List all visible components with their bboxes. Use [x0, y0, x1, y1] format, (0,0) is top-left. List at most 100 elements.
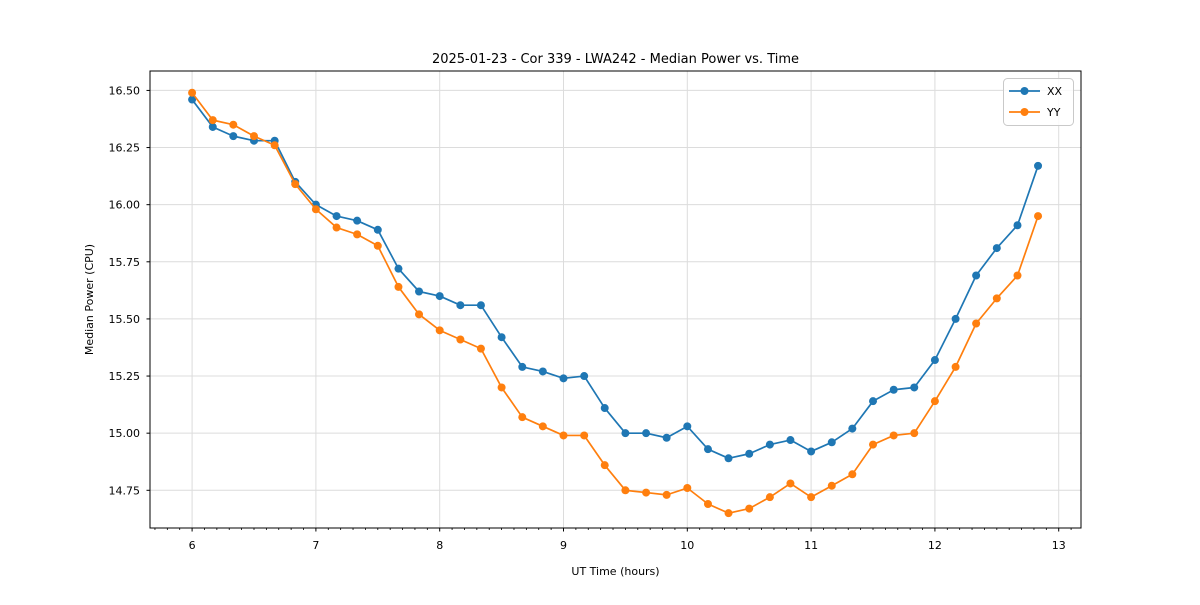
- series-yy-point: [270, 141, 279, 150]
- series-yy-point: [827, 481, 836, 490]
- series-xx-point: [373, 225, 382, 234]
- series-xx-point: [476, 301, 485, 310]
- chart-title: 2025-01-23 - Cor 339 - LWA242 - Median P…: [432, 52, 799, 67]
- series-yy-point: [786, 479, 795, 488]
- series-yy-point: [353, 230, 362, 239]
- y-tick-label: 15.50: [109, 313, 141, 326]
- series-xx-point: [621, 429, 630, 438]
- grid-layer: [150, 71, 1081, 528]
- series-xx-line: [191, 98, 1039, 460]
- series-xx-point: [992, 244, 1001, 253]
- y-tick-label: 16.50: [109, 84, 141, 97]
- series-yy-point: [724, 509, 733, 518]
- series-yy-point: [807, 493, 816, 502]
- series-yy-point: [972, 319, 981, 328]
- series-yy-point: [435, 326, 444, 335]
- series-xx-point: [910, 383, 919, 392]
- series-yy-point: [229, 120, 238, 129]
- series-yy-point: [394, 282, 403, 291]
- series-yy-point: [415, 310, 424, 319]
- series-yy-point: [291, 180, 300, 189]
- series-xx-point: [229, 132, 238, 141]
- series-yy-point: [889, 431, 898, 440]
- series-yy-point: [476, 344, 485, 353]
- series-xx-point: [745, 449, 754, 458]
- series-xx-point: [786, 436, 795, 445]
- series-xx-point: [394, 264, 403, 273]
- series-yy-point: [311, 205, 320, 214]
- legend-sample-yy-marker: [1020, 108, 1029, 116]
- series-yy-point: [703, 500, 712, 509]
- series-yy-point: [188, 88, 197, 97]
- y-tick-label: 15.25: [109, 370, 141, 383]
- series-yy-point: [456, 335, 465, 344]
- x-tick-label: 6: [189, 539, 196, 552]
- series-xx-point: [807, 447, 816, 456]
- series-xx-point: [1013, 221, 1022, 230]
- series-yy-point: [992, 294, 1001, 303]
- series-xx-point: [1034, 161, 1043, 170]
- series-xx-point: [332, 212, 341, 221]
- series-yy-point: [662, 490, 671, 499]
- series-xx-point: [889, 385, 898, 394]
- series-xx-point: [765, 440, 774, 449]
- series-yy-point: [642, 488, 651, 497]
- x-tick-label: 13: [1052, 539, 1066, 552]
- series-yy-point: [332, 223, 341, 232]
- y-tick-label: 14.75: [109, 484, 141, 497]
- series-xx-point: [703, 445, 712, 454]
- series-xx-point: [580, 372, 589, 381]
- series-yy-point: [518, 413, 527, 422]
- y-axis-label: Median Power (CPU): [83, 244, 96, 355]
- x-tick-label: 9: [560, 539, 567, 552]
- series-yy-point: [765, 493, 774, 502]
- series-xx-point: [559, 374, 568, 383]
- series-yy-point: [910, 429, 919, 438]
- legend-box: [1003, 78, 1074, 126]
- plot-border: [149, 70, 1082, 529]
- y-tick-label: 16.00: [109, 199, 141, 212]
- legend-label-yy: YY: [1046, 106, 1061, 119]
- series-xx-point: [208, 122, 217, 131]
- series-layer: [188, 88, 1043, 518]
- series-yy-point: [559, 431, 568, 440]
- series-xx-point: [848, 424, 857, 433]
- legend-item-yy: YY: [1009, 106, 1061, 119]
- tick-layer: 6 7 8 9 10 11 12 13 14.75 15.00 15.25 15.50 15.75 16.…: [109, 84, 1072, 552]
- series-yy-point: [683, 484, 692, 493]
- y-tick-label: 15.75: [109, 256, 141, 269]
- series-yy-point: [600, 461, 609, 470]
- x-axis-label: UT Time (hours): [571, 565, 659, 578]
- x-tick-label: 8: [436, 539, 443, 552]
- series-yy-point: [745, 504, 754, 513]
- series-xx-point: [435, 292, 444, 301]
- x-tick-label: 11: [804, 539, 818, 552]
- series-yy-point: [869, 440, 878, 449]
- legend: XX YY: [1003, 78, 1074, 126]
- x-tick-label: 10: [680, 539, 694, 552]
- series-xx-point: [415, 287, 424, 296]
- series-xx-point: [642, 429, 651, 438]
- series-yy-point: [621, 486, 630, 495]
- series-xx-point: [724, 454, 733, 463]
- series-yy-point: [580, 431, 589, 440]
- series-yy-point: [208, 116, 217, 125]
- legend-sample-xx-marker: [1020, 87, 1029, 95]
- series-xx-point: [497, 333, 506, 342]
- x-tick-label: 12: [928, 539, 942, 552]
- legend-item-xx: XX: [1009, 85, 1063, 98]
- series-xx-point: [518, 362, 527, 371]
- series-xx-point: [662, 433, 671, 442]
- series-yy-point: [848, 470, 857, 479]
- series-xx-point: [683, 422, 692, 431]
- series-yy-point: [497, 383, 506, 392]
- series-xx-point: [188, 95, 197, 104]
- y-tick-label: 15.00: [109, 427, 141, 440]
- x-tick-label: 7: [312, 539, 319, 552]
- series-yy-point: [1034, 212, 1043, 221]
- y-tick-label: 16.25: [109, 142, 141, 155]
- series-yy-point: [1013, 271, 1022, 280]
- series-xx-point: [538, 367, 547, 376]
